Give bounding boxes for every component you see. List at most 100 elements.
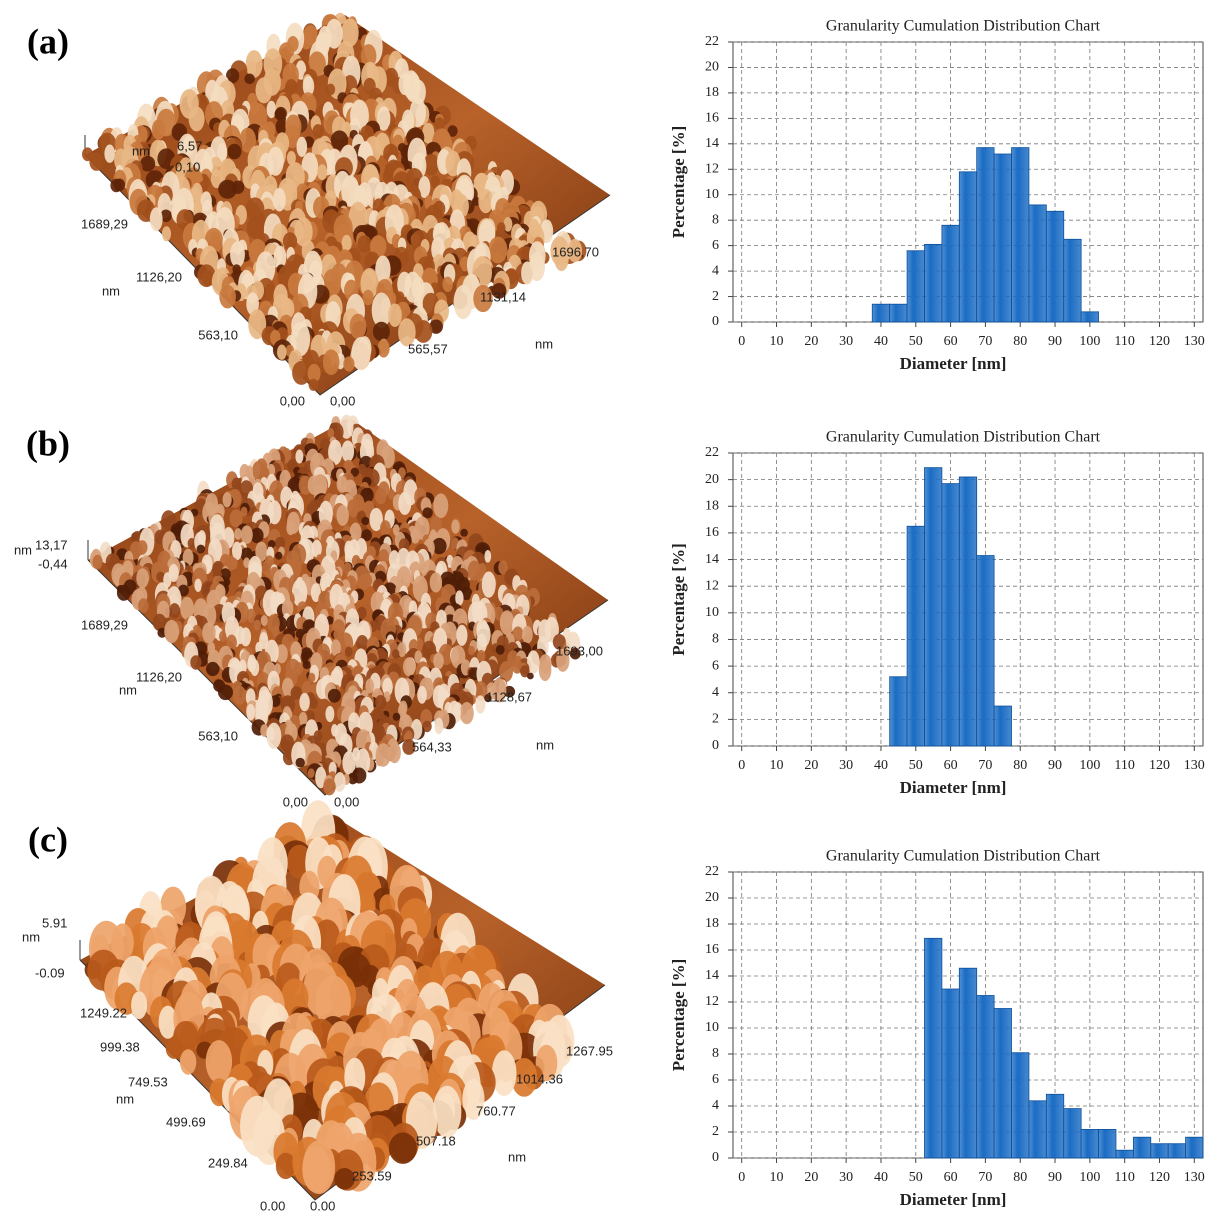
grain (187, 538, 196, 549)
grain (315, 766, 327, 789)
bar (871, 303, 891, 323)
grain (116, 584, 131, 601)
afm-surface (87, 414, 609, 796)
afm-axis-label: 499.69 (166, 1114, 206, 1129)
grain (302, 75, 315, 97)
grain (277, 344, 287, 360)
y-tick-label: 14 (705, 552, 719, 567)
grain (360, 44, 377, 68)
grain (240, 547, 253, 562)
grain (527, 672, 534, 680)
bar (1063, 1108, 1082, 1159)
x-tick-label: 130 (1184, 334, 1205, 349)
afm-axis-label: 1249.22 (80, 1005, 127, 1020)
afm-axis-label: 749.53 (128, 1074, 168, 1089)
grain (309, 697, 318, 709)
y-tick-label: 12 (705, 161, 719, 176)
y-tick-label: 2 (712, 289, 719, 304)
afm-axis-label: 13,17 (35, 537, 68, 552)
grain (356, 606, 367, 620)
afm-axis-label: nm (116, 1091, 134, 1106)
x-tick-label: 10 (770, 1170, 784, 1185)
afm-axis-label: 564,33 (412, 739, 452, 754)
grain (206, 661, 220, 677)
panel-label: (a) (27, 21, 69, 61)
grain (325, 83, 336, 96)
grain (180, 596, 195, 621)
grain (255, 77, 273, 104)
grain (362, 289, 374, 306)
grain (434, 117, 445, 131)
grain (219, 630, 227, 643)
bar (1028, 204, 1047, 323)
x-tick-label: 40 (874, 1170, 888, 1185)
x-tick-label: 30 (839, 1170, 853, 1185)
afm-axis-label: 563,10 (198, 327, 238, 342)
afm-axis-label: 760.77 (476, 1103, 516, 1118)
grain (511, 658, 523, 674)
x-tick-label: 20 (804, 758, 818, 773)
bar (993, 1008, 1012, 1159)
grain (432, 1085, 462, 1138)
afm-axis-label: 249.84 (208, 1155, 248, 1170)
grain (392, 712, 401, 721)
grain (397, 642, 407, 658)
grain (273, 187, 286, 212)
bar (976, 995, 995, 1159)
bar (993, 705, 1012, 747)
y-tick-label: 2 (712, 1124, 719, 1139)
afm-axis-label: nm (119, 682, 137, 697)
x-tick-label: 110 (1114, 1170, 1134, 1185)
grain (161, 510, 176, 530)
grain (275, 551, 283, 560)
bar (1167, 1143, 1186, 1159)
bar (993, 153, 1012, 323)
grain (361, 516, 370, 526)
grain (323, 778, 336, 796)
grain (522, 626, 533, 644)
x-tick-label: 10 (770, 758, 784, 773)
afm-axis-label: 0.00 (310, 1198, 335, 1213)
grain (378, 650, 388, 662)
grain (477, 649, 486, 662)
grain (378, 549, 389, 564)
grain (152, 613, 167, 632)
grain (164, 619, 180, 644)
grain (140, 155, 156, 172)
x-tick-label: 80 (1013, 758, 1027, 773)
chart-title: Granularity Cumulation Distribution Char… (826, 18, 1101, 35)
grain (476, 633, 487, 654)
grain (567, 238, 582, 263)
y-axis-label: Percentage [%] (669, 543, 688, 656)
grain (291, 579, 308, 607)
x-tick-label: 50 (909, 1170, 923, 1185)
grain (138, 598, 149, 613)
x-tick-label: 110 (1114, 334, 1134, 349)
y-tick-label: 0 (712, 738, 719, 753)
grain (280, 734, 295, 753)
grain (498, 560, 508, 575)
grain (462, 1078, 485, 1121)
x-tick-label: 90 (1048, 758, 1062, 773)
afm-axis-label: nm (102, 283, 120, 298)
grain (377, 339, 390, 358)
grain (468, 645, 475, 656)
grain (336, 504, 349, 526)
bar (941, 483, 960, 747)
x-tick-label: 100 (1079, 1170, 1100, 1185)
grain (247, 60, 257, 76)
grain (491, 1050, 517, 1096)
grain (521, 261, 534, 285)
bar (924, 467, 943, 747)
afm-axis-label: nm (14, 542, 32, 557)
afm-axis-label: nm (536, 737, 554, 752)
grain (450, 645, 466, 669)
grain (218, 179, 238, 199)
bar (1115, 1149, 1134, 1159)
afm-axis-label: 0,00 (283, 794, 308, 809)
grain (295, 449, 304, 464)
afm-axis-label: nm (22, 929, 40, 944)
grain (422, 720, 432, 733)
y-tick-label: 6 (712, 1072, 719, 1087)
